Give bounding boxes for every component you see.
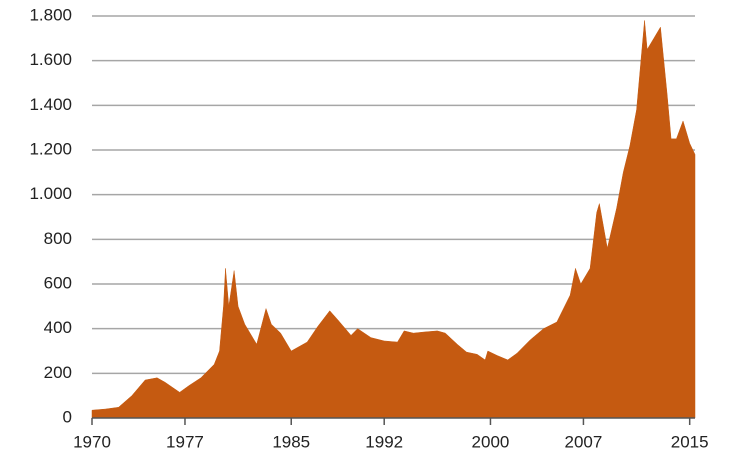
y-tick-label: 1.000 <box>29 184 72 203</box>
y-tick-label: 1.400 <box>29 95 72 114</box>
y-tick-label: 1.800 <box>29 5 72 24</box>
x-tick-label: 1970 <box>73 432 111 451</box>
y-tick-label: 600 <box>44 273 72 292</box>
y-tick-label: 800 <box>44 229 72 248</box>
x-tick-label: 1992 <box>365 432 403 451</box>
y-tick-label: 1.600 <box>29 50 72 69</box>
x-tick-label: 2007 <box>565 432 603 451</box>
area <box>91 20 696 419</box>
y-tick-label: 0 <box>63 407 72 426</box>
x-tick-label: 1977 <box>166 432 204 451</box>
y-tick-label: 400 <box>44 318 72 337</box>
y-tick-label: 1.200 <box>29 139 72 158</box>
x-tick-label: 2015 <box>671 432 709 451</box>
x-tick-label: 2000 <box>472 432 510 451</box>
y-tick-label: 200 <box>44 363 72 382</box>
x-tick-label: 1985 <box>272 432 310 451</box>
